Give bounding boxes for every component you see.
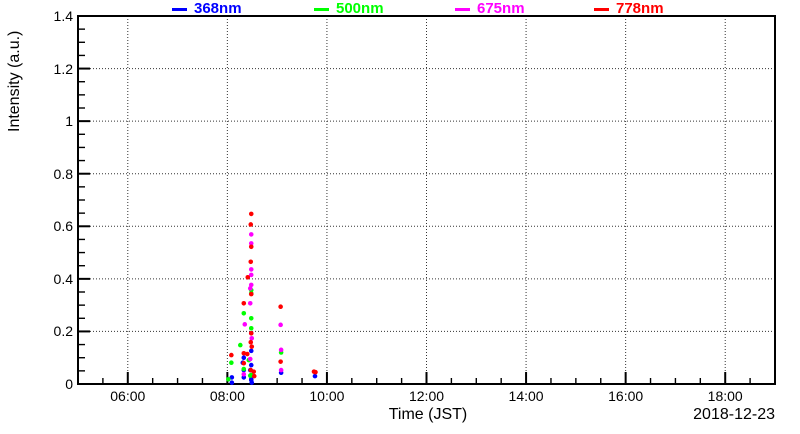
x-tick-label: 12:00 bbox=[408, 388, 445, 404]
data-point-778nm bbox=[278, 304, 283, 310]
data-point-778nm bbox=[245, 274, 251, 280]
data-point-778nm bbox=[229, 352, 234, 358]
data-point-778nm bbox=[248, 259, 254, 265]
plot-frame bbox=[77, 15, 776, 385]
y-tick-label: 0.2 bbox=[53, 323, 73, 340]
x-axis-title: Time (JST) bbox=[388, 406, 468, 423]
legend-label-675nm: 675nm bbox=[477, 0, 525, 17]
data-point-778nm bbox=[248, 330, 254, 336]
y-tick-label: 0 bbox=[65, 376, 73, 392]
legend-entry-675nm: 675nm bbox=[455, 0, 525, 18]
y-tick-label: 1 bbox=[65, 113, 73, 130]
legend-label-778nm: 778nm bbox=[616, 0, 664, 17]
data-point-778nm bbox=[248, 339, 254, 345]
x-tick-label: 14:00 bbox=[508, 388, 544, 404]
legend-label-368nm: 368nm bbox=[194, 0, 242, 17]
data-point-675nm bbox=[278, 367, 284, 373]
data-point-675nm bbox=[278, 322, 283, 328]
y-tick-label: 1.4 bbox=[53, 8, 73, 24]
x-tick-label: 06:00 bbox=[110, 388, 146, 404]
legend-line-swatch-675nm bbox=[455, 7, 470, 11]
data-point-500nm bbox=[229, 360, 234, 366]
data-point-675nm bbox=[248, 272, 254, 278]
legend-entry-500nm: 500nm bbox=[314, 0, 384, 18]
legend-label-500nm: 500nm bbox=[336, 0, 384, 17]
data-point-500nm bbox=[248, 315, 254, 321]
data-point-675nm bbox=[249, 335, 255, 341]
data-point-778nm bbox=[241, 301, 247, 306]
data-point-368nm bbox=[312, 373, 318, 379]
data-point-500nm bbox=[241, 310, 247, 316]
data-point-778nm bbox=[248, 291, 254, 297]
data-point-500nm bbox=[241, 366, 247, 372]
data-point-368nm bbox=[241, 355, 247, 361]
y-tick-label: 1.2 bbox=[53, 60, 73, 77]
y-tick-label: 0.6 bbox=[53, 218, 73, 235]
data-point-778nm bbox=[248, 211, 254, 217]
legend-line-swatch-778nm bbox=[594, 7, 609, 11]
legend-entry-368nm: 368nm bbox=[172, 0, 242, 18]
data-point-500nm bbox=[226, 376, 231, 382]
data-point-778nm bbox=[248, 222, 254, 227]
data-point-675nm bbox=[242, 322, 248, 327]
data-point-675nm bbox=[248, 282, 254, 288]
data-point-368nm bbox=[248, 362, 254, 368]
data-point-778nm bbox=[241, 360, 247, 366]
data-point-778nm bbox=[251, 369, 257, 374]
data-point-778nm bbox=[244, 351, 250, 357]
data-point-675nm bbox=[247, 356, 253, 362]
data-point-675nm bbox=[248, 241, 254, 246]
data-point-778nm bbox=[251, 373, 257, 379]
legend-line-swatch-500nm bbox=[314, 7, 329, 11]
y-axis-title: Intensity (a.u.) bbox=[6, 30, 23, 132]
data-point-500nm bbox=[238, 342, 243, 348]
data-point-675nm bbox=[241, 371, 247, 377]
y-tick-label: 0.4 bbox=[53, 270, 73, 287]
data-point-368nm bbox=[248, 348, 254, 354]
x-tick-label: 16:00 bbox=[608, 388, 644, 404]
data-point-778nm bbox=[241, 350, 247, 356]
legend-line-swatch-368nm bbox=[172, 7, 187, 11]
data-point-368nm bbox=[249, 380, 255, 385]
data-point-778nm bbox=[249, 344, 255, 349]
data-point-675nm bbox=[247, 301, 253, 306]
data-point-675nm bbox=[248, 232, 254, 237]
legend: 368nm 500nm 675nm 778nm bbox=[0, 0, 800, 18]
data-point-500nm bbox=[248, 325, 254, 331]
data-point-778nm bbox=[313, 369, 318, 375]
x-tick-label: 18:00 bbox=[707, 388, 743, 404]
data-point-778nm bbox=[278, 359, 283, 364]
data-point-675nm bbox=[278, 347, 284, 353]
data-point-368nm bbox=[229, 380, 235, 385]
x-tick-label: 10:00 bbox=[309, 388, 345, 404]
x-tick-label: 08:00 bbox=[209, 388, 245, 404]
data-point-675nm bbox=[248, 267, 254, 272]
data-point-778nm bbox=[248, 244, 254, 250]
legend-entry-778nm: 778nm bbox=[594, 0, 664, 18]
data-point-368nm bbox=[241, 375, 247, 380]
date-label: 2018-12-23 bbox=[693, 406, 775, 423]
data-point-368nm bbox=[229, 375, 235, 380]
y-tick-label: 0.8 bbox=[53, 165, 73, 182]
